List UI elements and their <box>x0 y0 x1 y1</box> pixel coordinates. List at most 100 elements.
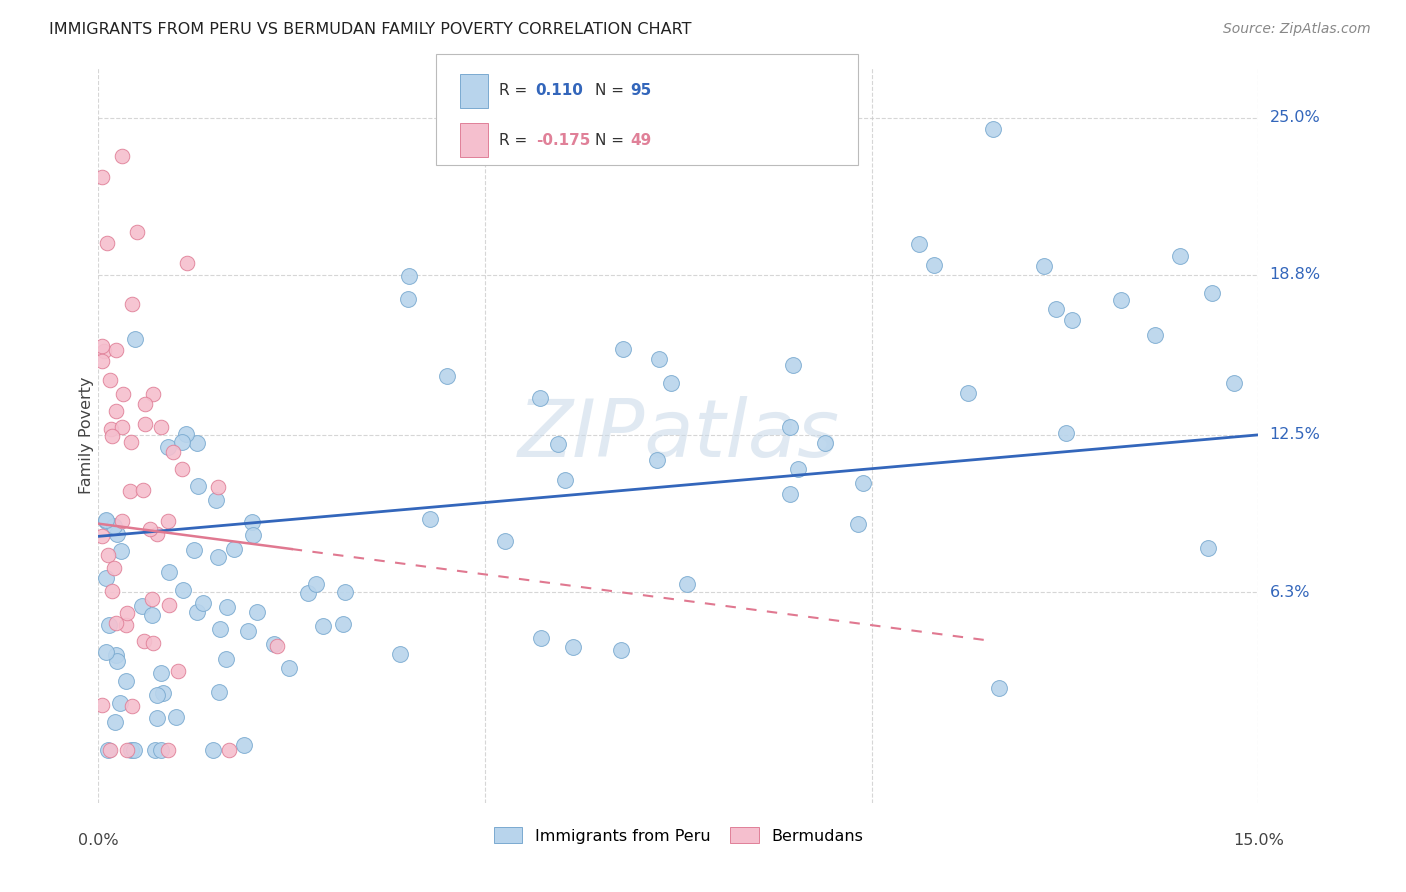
Text: Source: ZipAtlas.com: Source: ZipAtlas.com <box>1223 22 1371 37</box>
Point <box>787 461 810 475</box>
Point <box>312 618 335 632</box>
Point <box>93 343 115 358</box>
Point <box>215 652 238 666</box>
Point <box>981 122 1004 136</box>
Point <box>96 513 118 527</box>
Point <box>91 339 114 353</box>
Point <box>333 585 356 599</box>
Point <box>645 452 668 467</box>
Point <box>97 548 120 562</box>
Point <box>97 742 120 756</box>
Point <box>172 434 194 449</box>
Point <box>157 514 180 528</box>
Point <box>150 742 173 756</box>
Point <box>193 596 215 610</box>
Point <box>207 550 229 565</box>
Point <box>436 368 458 383</box>
Point <box>957 386 980 401</box>
Point <box>146 711 169 725</box>
Point <box>610 643 633 657</box>
Point <box>105 343 128 358</box>
Point <box>846 517 869 532</box>
Point <box>105 404 128 418</box>
Point <box>1168 249 1191 263</box>
Point <box>96 571 118 585</box>
Point <box>117 606 139 620</box>
Point <box>202 742 225 756</box>
Point <box>100 742 122 756</box>
Text: 49: 49 <box>630 133 651 147</box>
Point <box>111 149 132 163</box>
Text: N =: N = <box>595 83 628 98</box>
Point <box>105 655 128 669</box>
Text: 15.0%: 15.0% <box>1233 833 1284 848</box>
Text: ZIPatlas: ZIPatlas <box>517 396 839 474</box>
Point <box>103 561 125 575</box>
Point <box>1054 426 1077 441</box>
Point <box>146 689 169 703</box>
Point <box>105 527 128 541</box>
Point <box>127 225 149 239</box>
Point <box>1045 301 1067 316</box>
Point <box>398 269 420 284</box>
Text: 0.110: 0.110 <box>536 83 583 98</box>
Point <box>96 645 118 659</box>
Point <box>176 256 198 270</box>
Point <box>121 297 143 311</box>
Point <box>782 358 804 372</box>
Point <box>554 473 576 487</box>
Point <box>142 635 165 649</box>
Legend: Immigrants from Peru, Bermudans: Immigrants from Peru, Bermudans <box>486 821 870 850</box>
Point <box>98 373 121 387</box>
Point <box>242 528 264 542</box>
Point <box>186 436 208 450</box>
Point <box>91 698 114 713</box>
Text: 25.0%: 25.0% <box>1270 110 1320 125</box>
Point <box>266 639 288 653</box>
Point <box>612 343 634 357</box>
Point <box>115 674 138 689</box>
Point <box>141 592 163 607</box>
Point <box>1197 541 1219 555</box>
Point <box>1111 293 1133 307</box>
Text: 6.3%: 6.3% <box>1270 584 1310 599</box>
Point <box>242 515 264 529</box>
Point <box>157 565 180 579</box>
Point <box>101 584 124 599</box>
Point <box>117 742 139 756</box>
Text: Family Poverty: Family Poverty <box>79 376 94 493</box>
Point <box>396 293 419 307</box>
Point <box>115 617 138 632</box>
Point <box>172 582 194 597</box>
Point <box>111 514 134 528</box>
Point <box>675 577 697 591</box>
Point <box>141 607 163 622</box>
Point <box>1222 376 1244 391</box>
Point <box>142 387 165 401</box>
Point <box>814 435 837 450</box>
Text: 18.8%: 18.8% <box>1270 268 1320 283</box>
Point <box>278 661 301 675</box>
Point <box>91 170 114 185</box>
Point <box>157 742 180 756</box>
Point <box>120 435 142 450</box>
Point <box>108 697 131 711</box>
Point <box>924 258 946 272</box>
Text: R =: R = <box>499 83 533 98</box>
Point <box>103 519 125 533</box>
Point <box>101 429 124 443</box>
Point <box>224 541 246 556</box>
Point <box>494 533 516 548</box>
Point <box>172 462 194 476</box>
Point <box>547 437 569 451</box>
Point <box>96 235 118 250</box>
Point <box>165 710 187 724</box>
Point <box>91 353 114 368</box>
Point <box>162 445 184 459</box>
Point <box>187 479 209 493</box>
Point <box>204 493 226 508</box>
Text: IMMIGRANTS FROM PERU VS BERMUDAN FAMILY POVERTY CORRELATION CHART: IMMIGRANTS FROM PERU VS BERMUDAN FAMILY … <box>49 22 692 37</box>
Point <box>246 605 269 619</box>
Point <box>104 715 127 730</box>
Point <box>120 742 142 756</box>
